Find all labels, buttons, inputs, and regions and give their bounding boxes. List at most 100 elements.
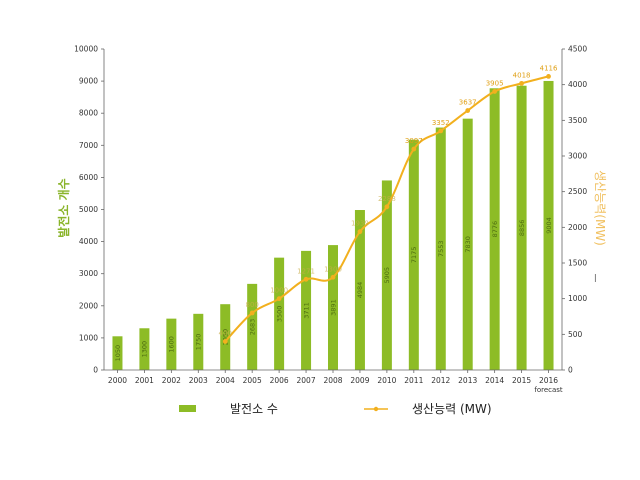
x-tick-labels: 2000 2001 2002 2003 2004 2005 2006 2007 2008 2009… — [108, 370, 563, 394]
bar — [543, 80, 554, 370]
line-point — [492, 89, 498, 94]
left-tick-label: 3000 — [79, 269, 98, 278]
x-tick-label: 2016 — [539, 376, 558, 385]
line-value-label: 1000 — [270, 287, 288, 295]
left-tick-label: 0 — [93, 366, 98, 375]
line-series-group — [222, 73, 551, 344]
left-tick-label: 10000 — [74, 45, 98, 54]
line-point — [357, 229, 363, 235]
right-axis-stray-mark: | — [594, 273, 597, 282]
x-tick-label: 2013 — [458, 376, 477, 385]
x-tick-label: 2003 — [189, 376, 208, 385]
bar-value-label: 1750 — [195, 334, 203, 351]
line-value-label: 4018 — [513, 71, 531, 79]
bar — [408, 139, 419, 370]
bar-value-label: 3711 — [302, 302, 310, 319]
legend-bar-swatch — [179, 405, 196, 412]
bar — [112, 336, 123, 370]
bar — [166, 318, 177, 370]
left-axis-title: 발전소 개수 — [56, 178, 71, 237]
x-tick-label: 2012 — [431, 376, 450, 385]
left-tick-label: 2000 — [79, 301, 98, 310]
x-tick-label: 2000 — [108, 376, 127, 385]
x-tick-label: 2009 — [350, 376, 369, 385]
bar-value-label: 8776 — [491, 221, 499, 238]
right-tick-label: 3000 — [568, 152, 587, 161]
bar-value-label: 3891 — [329, 299, 337, 316]
line-point — [276, 296, 282, 302]
bar — [274, 257, 285, 370]
line-labels-group: 400 800 1000 1271 1300 1939 2288 3097 3352 3637 39… — [219, 64, 558, 337]
line-point — [384, 204, 390, 210]
bar-value-label: 5905 — [383, 267, 391, 284]
legend-bar-label: 발전소 수 — [230, 402, 278, 416]
bar — [139, 328, 150, 370]
x-tick-label: 2008 — [323, 376, 342, 385]
line-value-label: 1939 — [351, 220, 369, 228]
bar-value-label: 2050 — [222, 329, 230, 346]
x-tick-label: 2010 — [377, 376, 396, 385]
line-value-label: 3905 — [486, 79, 504, 87]
line-value-label: 2288 — [378, 195, 396, 203]
x-tick-label: 2002 — [162, 376, 181, 385]
x-tick-label: 2011 — [404, 376, 423, 385]
right-tick-label: 0 — [568, 366, 573, 375]
bar — [328, 245, 338, 370]
bar — [301, 250, 312, 370]
line-value-label: 1271 — [297, 267, 315, 275]
x-tick-label: 2001 — [135, 376, 154, 385]
bars-group — [112, 80, 554, 370]
right-tick-label: 4000 — [568, 80, 587, 89]
right-tick-label: 1500 — [568, 259, 587, 268]
bar-value-label: 4984 — [356, 282, 364, 299]
x-tick-label: 2015 — [512, 376, 531, 385]
x-tick-label: 2007 — [297, 376, 316, 385]
right-tick-label: 3500 — [568, 116, 587, 125]
line-value-label: 3097 — [405, 137, 423, 145]
bar-labels-group: 1050 1300 1600 1750 2050 2683 3500 3711 3891 4984… — [114, 217, 553, 361]
bar — [516, 85, 527, 370]
bar — [435, 127, 446, 370]
bar-value-label: 1050 — [114, 345, 122, 362]
bar — [354, 210, 365, 370]
right-axis-title: 생산능력(MW) — [593, 170, 607, 246]
bar — [462, 118, 473, 370]
bar-value-label: 7553 — [437, 241, 445, 258]
left-tick-label: 1000 — [79, 333, 98, 342]
right-tick-label: 500 — [568, 330, 583, 339]
right-tick-label: 2000 — [568, 223, 587, 232]
bar — [381, 180, 392, 370]
bar — [193, 313, 204, 370]
x-tick-label: 2004 — [216, 376, 235, 385]
left-tick-label: 6000 — [79, 173, 98, 182]
left-tick-label: 7000 — [79, 141, 98, 150]
x-tick-label: 2006 — [270, 376, 289, 385]
right-tick-label: 4500 — [568, 45, 587, 54]
legend-line-label: 생산능력 (MW) — [412, 402, 492, 416]
bar — [489, 88, 500, 370]
line-point — [546, 73, 551, 79]
line-point — [303, 276, 309, 282]
bar-value-label: 7830 — [464, 236, 472, 253]
line-value-label: 4116 — [540, 64, 558, 72]
left-tick-labels: 0 1000 2000 3000 4000 5000 6000 7000 8000 9000 100… — [74, 45, 104, 375]
line-value-label: 1300 — [324, 265, 342, 273]
bar-value-label: 8856 — [518, 220, 526, 237]
line-value-label: 3352 — [432, 119, 450, 127]
line-value-label: 3637 — [459, 99, 477, 107]
bar-value-label: 3500 — [275, 306, 283, 323]
line-point — [438, 128, 444, 134]
x-tick-label: 2005 — [243, 376, 262, 385]
line-point — [330, 274, 336, 280]
right-tick-label: 2500 — [568, 187, 587, 196]
bar — [247, 283, 258, 370]
x-tick-label: 2014 — [485, 376, 504, 385]
line-point — [519, 80, 524, 86]
line-point — [222, 339, 228, 344]
left-tick-label: 4000 — [79, 237, 98, 246]
left-tick-label: 9000 — [79, 77, 98, 86]
line-value-label: 800 — [245, 301, 258, 309]
line-value-label: 400 — [219, 329, 232, 337]
bar — [220, 304, 231, 370]
